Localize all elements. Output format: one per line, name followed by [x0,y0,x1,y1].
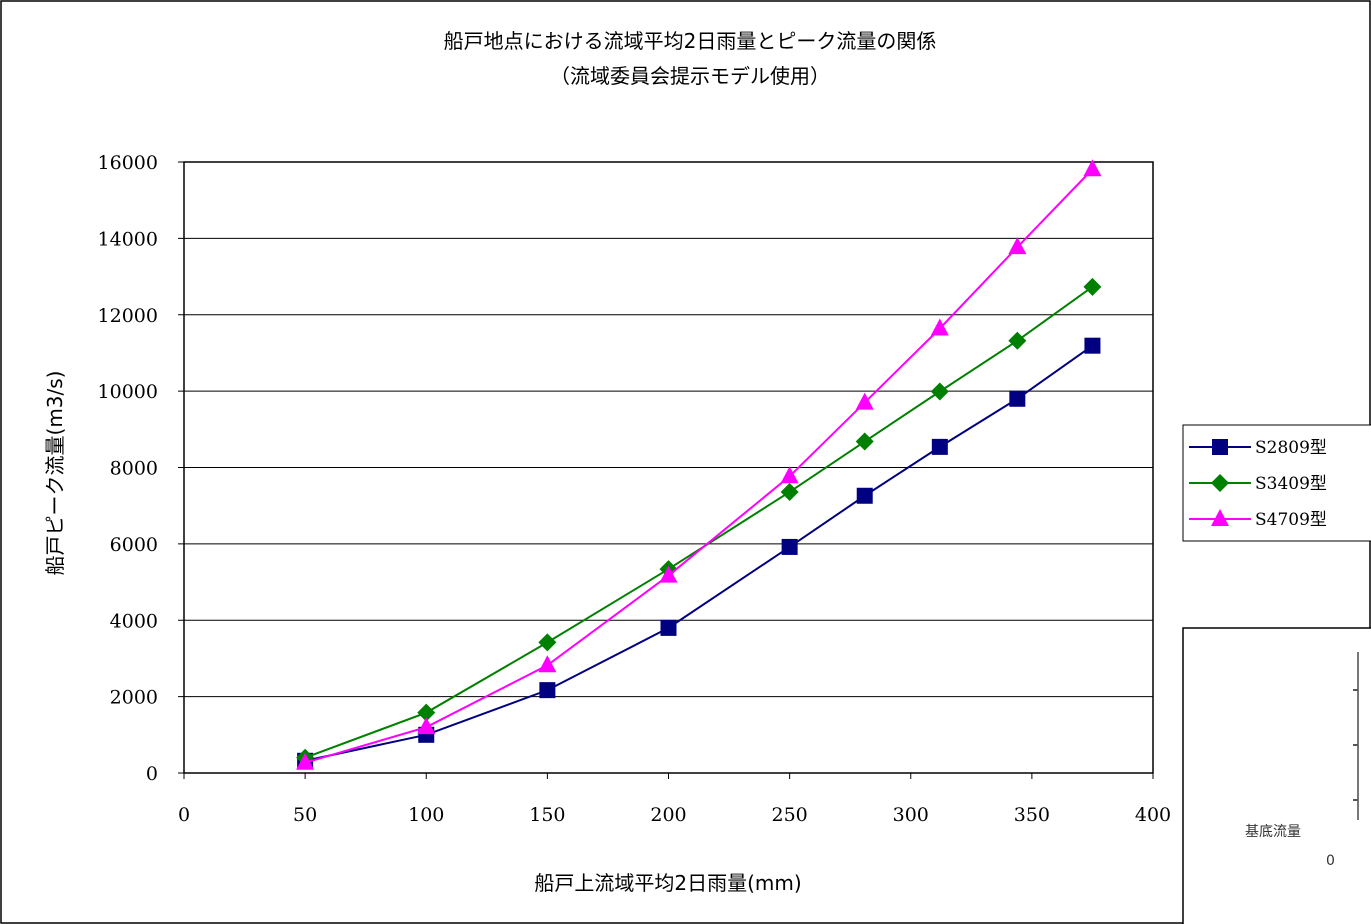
chart-title: 船戸地点における流域平均2日雨量とピーク流量の関係 [444,29,937,53]
inset-label: 基底流量 [1245,823,1301,840]
x-tick-label: 50 [293,804,317,826]
y-tick-label: 6000 [110,534,158,556]
x-tick-label: 200 [650,804,686,826]
legend-marker [1211,474,1229,492]
data-point [538,633,557,652]
y-axis-label: 船戸ピーク流量(m3/s) [43,371,67,576]
x-tick-label: 300 [893,804,929,826]
data-point [538,655,557,673]
legend-label: S2809型 [1255,438,1327,458]
data-point [930,382,949,401]
data-point [781,538,798,555]
data-point [1008,331,1027,350]
legend-label: S3409型 [1255,474,1327,494]
x-axis-label: 船戸上流域平均2日雨量(mm) [534,871,801,895]
series-2 [296,159,1102,770]
data-point [417,717,436,735]
data-point [1083,159,1102,177]
x-tick-label: 150 [529,804,565,826]
legend: S2809型 S3409型 S4709型 [1182,424,1371,542]
series-0 [297,337,1101,769]
data-point [780,482,799,501]
x-tick-label: 400 [1135,804,1171,826]
inset-figure: 基底流量 0 [1182,627,1371,924]
plot-area: 0 2000 4000 6000 8000 10000 12000 14000 16000 0 50… [98,152,1172,826]
chart-subtitle: （流域委員会提示モデル使用） [550,64,830,88]
inset-border [1182,627,1371,924]
data-point [417,703,436,722]
data-point [856,487,873,504]
legend-label: S4709型 [1255,510,1327,530]
data-point [780,466,799,484]
data-point [1084,337,1101,354]
x-tick-label: 250 [771,804,807,826]
y-tick-label: 8000 [110,458,158,480]
inset-value: 0 [1326,853,1335,869]
data-point [855,432,874,451]
x-tick-label: 350 [1014,804,1050,826]
data-point [855,392,874,410]
y-tick-label: 12000 [98,305,158,327]
x-tick-label: 0 [178,804,190,826]
y-tick-label: 16000 [98,152,158,174]
data-point [660,619,677,636]
y-tick-label: 4000 [110,610,158,632]
data-point [659,565,678,583]
data-point [1083,277,1102,296]
x-tick-label: 100 [408,804,444,826]
y-tick-label: 10000 [98,381,158,403]
legend-marker [1212,439,1228,455]
legend-marker [1211,509,1229,526]
data-point [296,752,315,770]
data-point [931,438,948,455]
y-tick-label: 2000 [110,687,158,709]
data-point [1008,237,1027,255]
y-tick-label: 14000 [98,228,158,250]
data-point [930,318,949,336]
data-point [1009,390,1026,407]
data-point [539,682,556,699]
y-tick-label: 0 [146,763,158,785]
